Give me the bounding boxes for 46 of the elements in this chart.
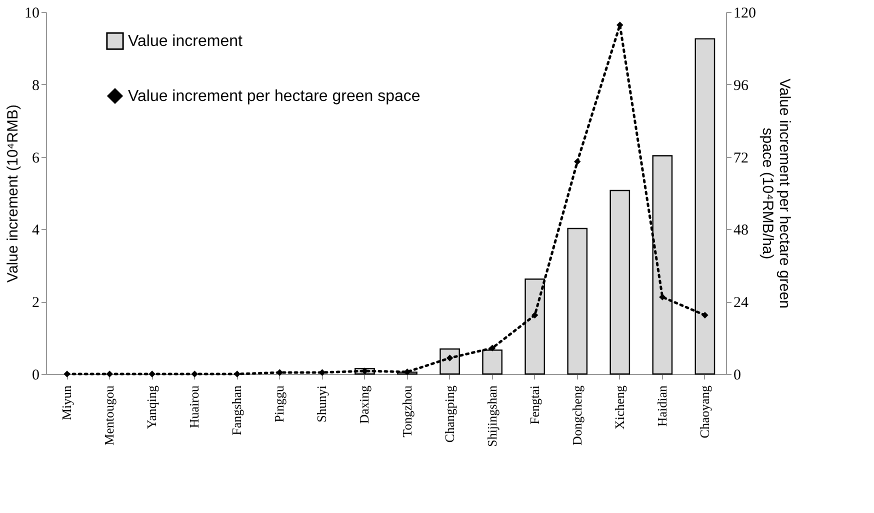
x-tick-label: Fangshan	[229, 385, 244, 436]
y2-tick-label: 120	[734, 6, 756, 22]
y2-tick-label: 0	[734, 368, 741, 384]
x-tick-label: Xicheng	[612, 385, 627, 430]
y-tick-label: 2	[32, 295, 40, 312]
x-tick-label: Mentougou	[102, 385, 117, 446]
x-tick-label: Chaoyang	[696, 385, 712, 438]
y-tick-label: 8	[32, 78, 40, 94]
y-axis-title: Value increment (10⁴RMB)	[4, 104, 22, 282]
x-tick-label: Changping	[442, 385, 457, 443]
y2-tick-label: 72	[734, 150, 748, 166]
point	[404, 368, 411, 376]
x-tick-label: Shunyi	[314, 385, 330, 422]
x-tick-label: Miyun	[59, 385, 74, 420]
x-tick-label: Fengtai	[526, 385, 542, 424]
point	[659, 294, 666, 300]
legend-label: Value increment	[128, 33, 243, 50]
y-tick-label: 6	[32, 150, 40, 166]
point	[234, 370, 241, 378]
point	[702, 312, 708, 319]
x-tick-label: Huairou	[186, 385, 202, 428]
x-tick-label: Haidian	[654, 385, 670, 427]
bar	[610, 190, 630, 375]
point	[191, 370, 198, 378]
point	[531, 312, 538, 319]
y-tick-label: 4	[32, 222, 40, 239]
bar	[567, 228, 588, 375]
point	[148, 370, 156, 378]
point	[276, 369, 284, 376]
x-tick-label: Shijingshan	[484, 385, 500, 447]
y2-axis-title: Value increment per hectare green space (10⁴RMB/ha)	[759, 78, 793, 308]
x-tick-label: Daxing	[356, 385, 372, 424]
y-tick-label: 0	[32, 368, 40, 384]
y2-tick-label: 48	[734, 222, 748, 239]
x-tick-label: Dongcheng	[569, 385, 584, 446]
point	[574, 158, 581, 165]
x-tick-label: Tongzhou	[399, 385, 414, 438]
x-tick-label: Pinggu	[272, 385, 287, 422]
x-tick-label: Yanqing	[144, 385, 160, 429]
point	[488, 344, 496, 352]
y2-tick-label: 24	[734, 295, 749, 312]
y-tick-label: 10	[24, 6, 40, 22]
legend-label: Value increment per hectare green space	[128, 88, 420, 105]
point	[106, 370, 113, 378]
point	[64, 370, 70, 378]
y2-tick-label: 96	[734, 78, 749, 94]
